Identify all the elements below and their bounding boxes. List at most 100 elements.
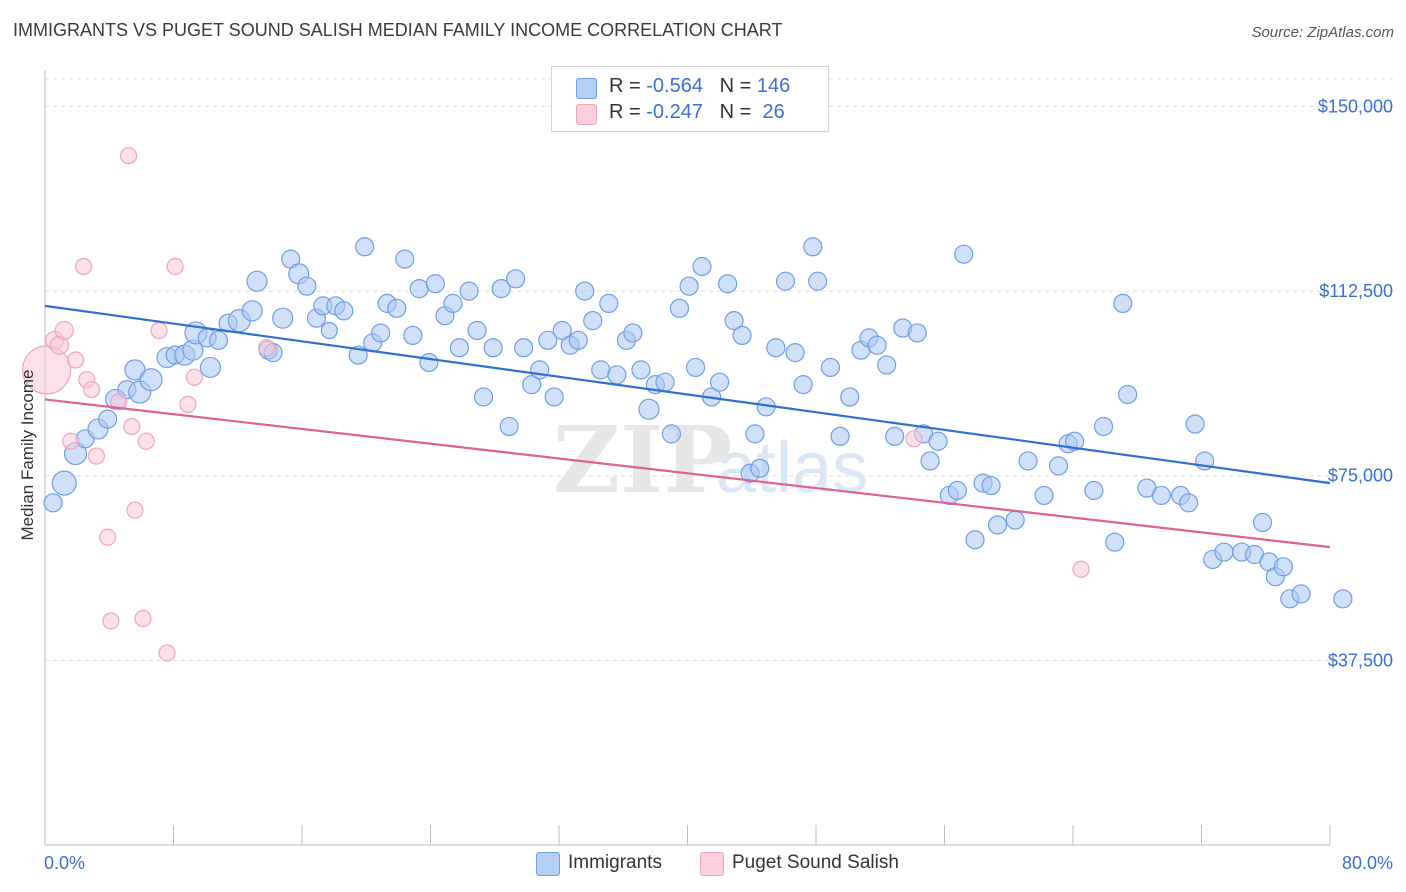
immigrants-point — [1005, 510, 1025, 530]
immigrants-point — [419, 352, 439, 373]
legend-n-value: 26 — [756, 101, 785, 123]
bottom-legend-swatch-immigrants — [536, 852, 560, 876]
legend-r-value: -0.247 — [646, 101, 703, 123]
immigrants-point — [1034, 485, 1054, 506]
salish-point — [905, 430, 923, 448]
salish-point — [158, 644, 176, 662]
immigrants-point — [785, 343, 805, 363]
immigrants-point — [623, 323, 643, 343]
immigrants-point — [724, 311, 744, 331]
immigrants-point — [43, 493, 63, 513]
immigrants-point — [692, 256, 712, 277]
immigrants-trendline — [44, 304, 1331, 485]
immigrants-point — [718, 274, 738, 294]
immigrants-point — [928, 431, 948, 451]
watermark-zip: ZIP — [553, 406, 732, 514]
x-tick-label: 80.0% — [1342, 853, 1393, 873]
source-label: Source: ZipAtlas.com — [1251, 24, 1394, 41]
salish-point — [22, 345, 72, 395]
immigrants-point — [820, 357, 841, 378]
x-tick-label: 0.0% — [44, 853, 85, 873]
immigrants-point — [425, 274, 445, 294]
immigrants-point — [499, 416, 519, 437]
salish-point — [179, 395, 197, 413]
salish-point — [166, 257, 184, 276]
salish-point — [1072, 560, 1090, 578]
series-immigrants — [43, 237, 1353, 609]
legend-r-value: -0.564 — [646, 75, 703, 97]
immigrants-point — [568, 330, 588, 350]
legend-n-label: N = — [719, 75, 757, 97]
immigrants-point — [483, 338, 503, 358]
immigrants-point — [403, 325, 423, 346]
bottom-legend-swatch-salish — [700, 852, 724, 876]
immigrants-point — [1185, 414, 1205, 434]
immigrants-point — [449, 338, 470, 358]
salish-point — [150, 321, 168, 340]
bottom-legend-label-immigrants: Immigrants — [568, 852, 662, 873]
immigrants-point — [840, 387, 860, 407]
salish-point — [54, 320, 74, 341]
immigrants-point — [745, 424, 765, 444]
immigrants-point — [334, 301, 354, 321]
y-tick-label: $112,500 — [1319, 281, 1393, 301]
immigrants-point — [669, 298, 690, 318]
y-tick-label: $150,000 — [1318, 96, 1393, 116]
legend-swatch-immigrants — [576, 78, 597, 99]
watermark: ZIP atlas — [553, 406, 868, 514]
immigrants-point — [297, 276, 317, 296]
immigrants-point — [522, 375, 542, 395]
tick-labels: $37,500 $75,000 $112,500 $150,000 0.0% 80.0% — [44, 96, 1393, 873]
salish-point — [119, 147, 138, 165]
salish-point — [123, 417, 141, 436]
salish-point — [99, 528, 117, 546]
immigrants-point — [591, 360, 611, 380]
immigrants-point — [793, 375, 813, 395]
salish-point — [102, 612, 120, 630]
immigrants-point — [241, 300, 263, 322]
salish-point — [87, 447, 106, 465]
immigrants-point — [766, 338, 786, 358]
immigrants-point — [272, 307, 294, 329]
immigrants-point — [954, 244, 974, 264]
immigrants-point — [775, 271, 796, 291]
immigrants-point — [246, 270, 268, 292]
immigrants-point — [355, 237, 375, 257]
immigrants-point — [552, 320, 572, 341]
immigrants-point — [631, 360, 651, 380]
immigrants-point — [208, 330, 229, 350]
immigrants-point — [1018, 451, 1038, 471]
series-salish — [22, 147, 1090, 662]
immigrants-point — [538, 330, 558, 350]
immigrants-point — [1291, 584, 1311, 604]
immigrants-point — [395, 249, 415, 269]
immigrants-point — [1333, 589, 1353, 609]
immigrants-point — [685, 357, 706, 378]
salish-point — [126, 501, 144, 519]
salish-point — [110, 393, 128, 411]
salish-point — [66, 351, 85, 369]
immigrants-point — [371, 323, 391, 343]
salish-point — [137, 432, 155, 450]
salish-point — [134, 609, 152, 628]
immigrants-point — [491, 279, 511, 299]
salish-point — [258, 339, 276, 357]
bottom-legend-label-salish: Puget Sound Salish — [732, 852, 899, 873]
chart-title: IMMIGRANTS VS PUGET SOUND SALISH MEDIAN … — [13, 20, 783, 40]
immigrants-point — [530, 360, 550, 380]
immigrants-point — [750, 458, 770, 478]
legend-swatch-salish — [576, 104, 597, 125]
immigrants-point — [467, 320, 487, 341]
immigrants-point — [655, 372, 675, 392]
immigrants-point — [387, 298, 407, 318]
immigrants-point — [877, 355, 897, 375]
y-tick-label: $37,500 — [1328, 650, 1393, 670]
immigrants-point — [459, 281, 479, 301]
immigrants-point — [1273, 557, 1294, 577]
immigrants-point — [947, 480, 967, 501]
immigrants-point — [1065, 431, 1085, 451]
immigrants-point — [544, 387, 564, 407]
axes — [44, 70, 1331, 846]
y-tick-label: $75,000 — [1328, 466, 1393, 486]
immigrants-point — [732, 325, 752, 346]
